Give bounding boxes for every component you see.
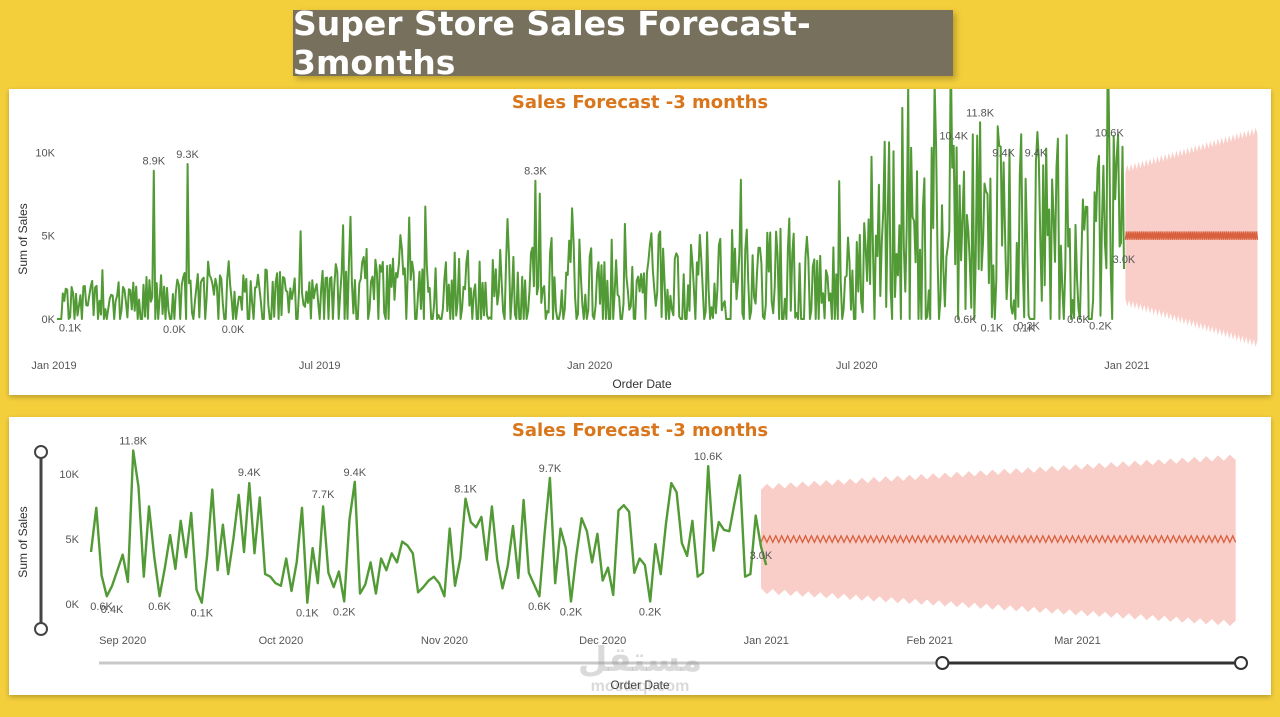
overview-data-label: 0.6K	[1067, 314, 1090, 326]
zoomed-data-label: 0.1K	[296, 608, 319, 620]
overview-x-axis-title: Order Date	[612, 377, 672, 391]
zoomed-x-tick-label: Mar 2021	[1054, 635, 1100, 647]
vertical-slider-handle-bottom	[34, 622, 48, 636]
overview-data-label: 0.0K	[163, 324, 186, 336]
zoomed-data-label: 0.2K	[560, 606, 583, 618]
zoomed-data-label: 0.6K	[90, 601, 113, 613]
zoomed-data-label: 0.6K	[148, 601, 171, 613]
zoomed-x-tick-label: Sep 2020	[99, 635, 146, 647]
overview-forecast-line	[1124, 231, 1259, 240]
horizontal-slider-handle-start[interactable]	[935, 656, 950, 670]
overview-data-label: 8.9K	[142, 156, 165, 168]
overview-y-axis-title: Sum of Sales	[16, 203, 30, 274]
overview-x-tick-label: Jan 2021	[1104, 360, 1149, 372]
overview-data-label: 11.8K	[966, 107, 995, 119]
zoomed-chart-svg: Sales Forecast -3 months Order Date Sum …	[16, 420, 1248, 692]
zoomed-y-axis-title: Sum of Sales	[16, 506, 30, 577]
zoomed-data-label: 0.1K	[190, 608, 213, 620]
zoomed-data-label: 10.6K	[694, 451, 723, 463]
zoomed-data-label: 0.6K	[528, 601, 551, 613]
overview-data-label: 0.1K	[981, 322, 1004, 334]
zoomed-y-tick-label: 0K	[66, 599, 80, 611]
overview-x-tick-label: Jul 2019	[299, 360, 341, 372]
overview-data-label: 10.4K	[939, 131, 968, 143]
overview-data-label: 8.3K	[524, 166, 547, 178]
overview-y-tick-label: 0K	[42, 314, 56, 326]
overview-data-label: 0.6K	[954, 314, 977, 326]
overview-data-label: 3.0K	[1113, 254, 1136, 266]
zoomed-data-label: 9.4K	[238, 467, 261, 479]
zoomed-data-label: 0.4K	[101, 604, 124, 616]
zoomed-x-tick-label: Nov 2020	[421, 635, 468, 647]
zoomed-y-tick-label: 10K	[59, 469, 79, 481]
zoomed-chart-title: Sales Forecast -3 months	[512, 420, 768, 441]
forecast-chart-zoomed: Sales Forecast -3 months Order Date Sum …	[9, 417, 1271, 695]
overview-x-tick-label: Jul 2020	[836, 360, 878, 372]
zoomed-data-label: 8.1K	[454, 484, 477, 496]
overview-x-tick-label: Jan 2019	[31, 360, 76, 372]
zoomed-data-label: 9.7K	[539, 463, 562, 475]
overview-chart-svg: Sales Forecast -3 months Order Date Sum …	[16, 89, 1259, 391]
zoomed-x-tick-label: Feb 2021	[907, 635, 953, 647]
zoomed-data-label: 9.4K	[343, 467, 366, 479]
zoomed-data-label: 0.2K	[333, 606, 356, 618]
overview-data-label: 9.4K	[1025, 147, 1048, 159]
overview-chart-title: Sales Forecast -3 months	[512, 92, 768, 113]
overview-x-tick-label: Jan 2020	[567, 360, 612, 372]
vertical-slider-handle-top	[34, 445, 48, 459]
overview-y-tick-label: 5K	[42, 231, 56, 243]
zoomed-x-tick-label: Jan 2021	[744, 635, 789, 647]
zoomed-x-axis-title: Order Date	[610, 678, 670, 692]
overview-data-label: 0.2K	[1017, 321, 1040, 333]
zoomed-x-tick-label: Oct 2020	[259, 635, 304, 647]
overview-sales-line	[56, 89, 1125, 320]
overview-y-tick-label: 10K	[35, 147, 55, 159]
zoomed-data-label: 7.7K	[312, 489, 335, 501]
overview-data-label: 0.1K	[59, 322, 82, 334]
zoomed-x-tick-label: Dec 2020	[579, 635, 626, 647]
zoomed-data-label: 3.0K	[750, 550, 773, 562]
zoomed-y-tick-label: 5K	[66, 534, 80, 546]
zoomed-forecast-band	[761, 454, 1236, 626]
zoomed-data-label: 11.8K	[119, 436, 148, 448]
overview-data-label: 0.2K	[1089, 321, 1112, 333]
zoomed-sales-line	[89, 449, 768, 604]
overview-data-label: 10.6K	[1095, 127, 1124, 139]
forecast-chart-overview: Sales Forecast -3 months Order Date Sum …	[9, 89, 1271, 395]
zoomed-data-label: 0.2K	[639, 606, 662, 618]
page-title: Super Store Sales Forecast- 3months	[293, 4, 953, 82]
overview-data-label: 9.3K	[176, 149, 199, 161]
overview-data-label: 9.4K	[992, 147, 1015, 159]
horizontal-slider-handle-end[interactable]	[1234, 656, 1248, 670]
zoomed-forecast-line	[760, 534, 1237, 544]
overview-data-label: 0.1K	[1013, 322, 1036, 334]
overview-data-label: 0.0K	[222, 324, 245, 336]
